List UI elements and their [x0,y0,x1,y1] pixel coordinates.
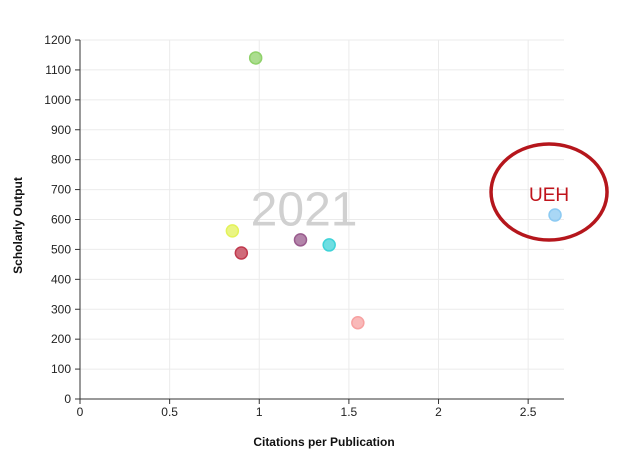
x-ticks: 0 0.5 1 1.5 2 2.5 [77,399,537,419]
watermark-year: 2021 [251,183,358,236]
data-point [248,51,263,65]
data-point [548,208,562,222]
annotation-label: UEH [529,185,569,206]
x-tick-label: 2.5 [520,405,537,419]
annotation: UEH [489,142,609,242]
y-tick-label: 500 [51,242,71,256]
y-tick-label: 700 [51,183,71,197]
y-tick-label: 400 [51,272,71,286]
x-tick-label: 1 [256,405,263,419]
data-point [225,224,240,238]
annotation-ellipse [489,142,609,242]
x-tick-label: 1.5 [341,405,358,419]
y-tick-label: 200 [51,332,71,346]
grid-lines [80,39,564,399]
data-point [234,246,249,260]
data-point [293,233,308,247]
y-tick-label: 300 [51,302,71,316]
y-tick-label: 100 [51,362,71,376]
y-ticks: 0 100 200 300 400 500 600 700 800 900 1000 1100 1200 [44,33,80,406]
y-tick-label: 0 [64,392,71,406]
x-tick-label: 2 [435,405,442,419]
data-point [351,315,365,330]
y-tick-label: 1200 [44,33,71,47]
data-point [322,238,336,252]
y-axis-title: Scholarly Output [11,177,25,274]
y-tick-label: 1000 [44,93,71,107]
x-tick-label: 0 [77,405,84,419]
y-tick-label: 800 [51,153,71,167]
y-tick-label: 900 [51,123,71,137]
data-points [225,51,562,330]
y-tick-label: 600 [51,213,71,227]
y-tick-label: 1100 [45,63,71,77]
x-tick-label: 0.5 [161,405,178,419]
x-axis-title: Citations per Publication [253,435,394,449]
